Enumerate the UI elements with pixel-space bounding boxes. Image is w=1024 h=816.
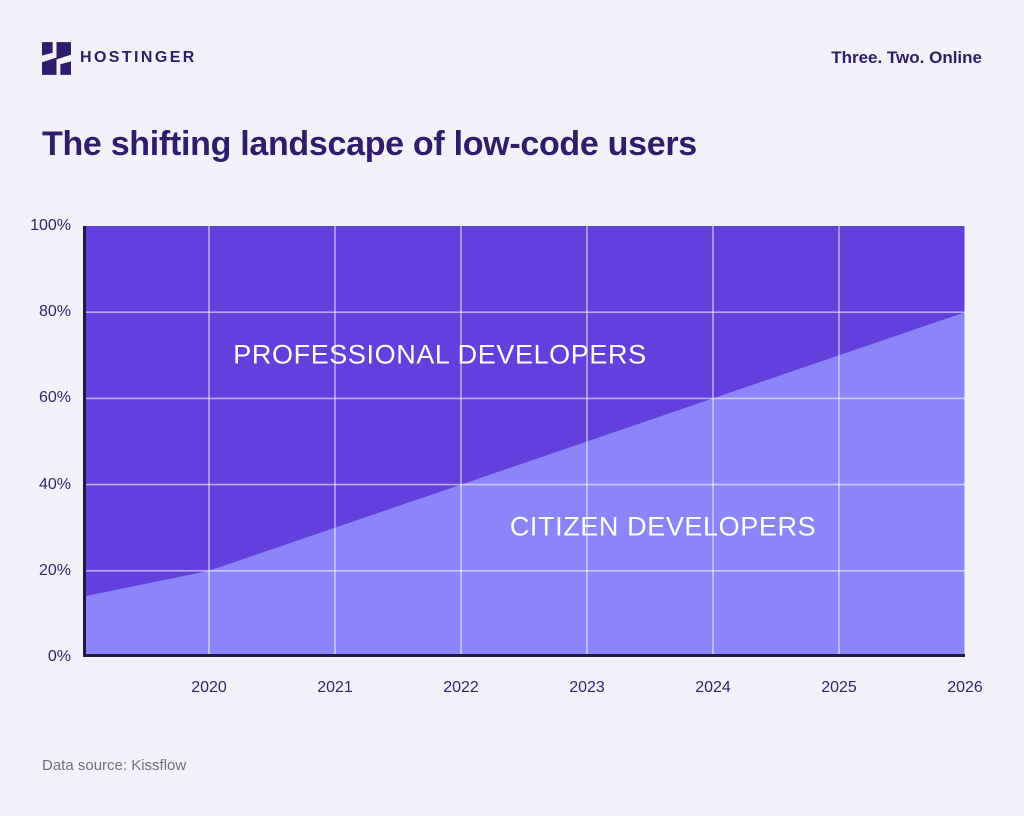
x-tick-label-2020: 2020 — [191, 679, 227, 696]
page-title: The shifting landscape of low-code users — [42, 125, 697, 163]
y-tick-label-60%: 60% — [38, 389, 71, 407]
series-label-citizen-developers: CITIZEN DEVELOPERS — [509, 511, 817, 542]
y-tick-label-20%: 20% — [38, 561, 71, 579]
header: HOSTINGER Three. Two. Online — [42, 38, 982, 78]
hostinger-h-icon — [42, 41, 71, 75]
x-tick-label-2025: 2025 — [821, 679, 857, 696]
y-tick-label-0%: 0% — [47, 648, 71, 665]
x-axis-labels: 2020 2021 2022 2023 2024 2025 2026 — [83, 678, 983, 700]
logo-wordmark: HOSTINGER — [80, 49, 197, 66]
x-tick-label-2022: 2022 — [443, 679, 479, 696]
x-tick-label-2021: 2021 — [317, 679, 353, 696]
y-tick-label-80%: 80% — [38, 303, 71, 321]
chart-plot-area — [83, 226, 965, 657]
x-tick-label-2026: 2026 — [947, 679, 983, 696]
x-tick-label-2023: 2023 — [569, 679, 605, 696]
y-tick-label-100%: 100% — [30, 217, 71, 234]
data-source-note: Data source: Kissflow — [42, 757, 187, 774]
brand-tagline: Three. Two. Online — [831, 48, 982, 67]
series-label-professional-developers: PROFESSIONAL DEVELOPERS — [233, 339, 647, 370]
stacked-area-chart — [83, 226, 965, 657]
hostinger-logo: HOSTINGER — [42, 41, 197, 76]
y-tick-label-40%: 40% — [38, 475, 71, 493]
x-tick-label-2024: 2024 — [695, 679, 731, 696]
y-axis-labels: 0% 20% 40% 60% 80% 100% — [0, 217, 71, 665]
